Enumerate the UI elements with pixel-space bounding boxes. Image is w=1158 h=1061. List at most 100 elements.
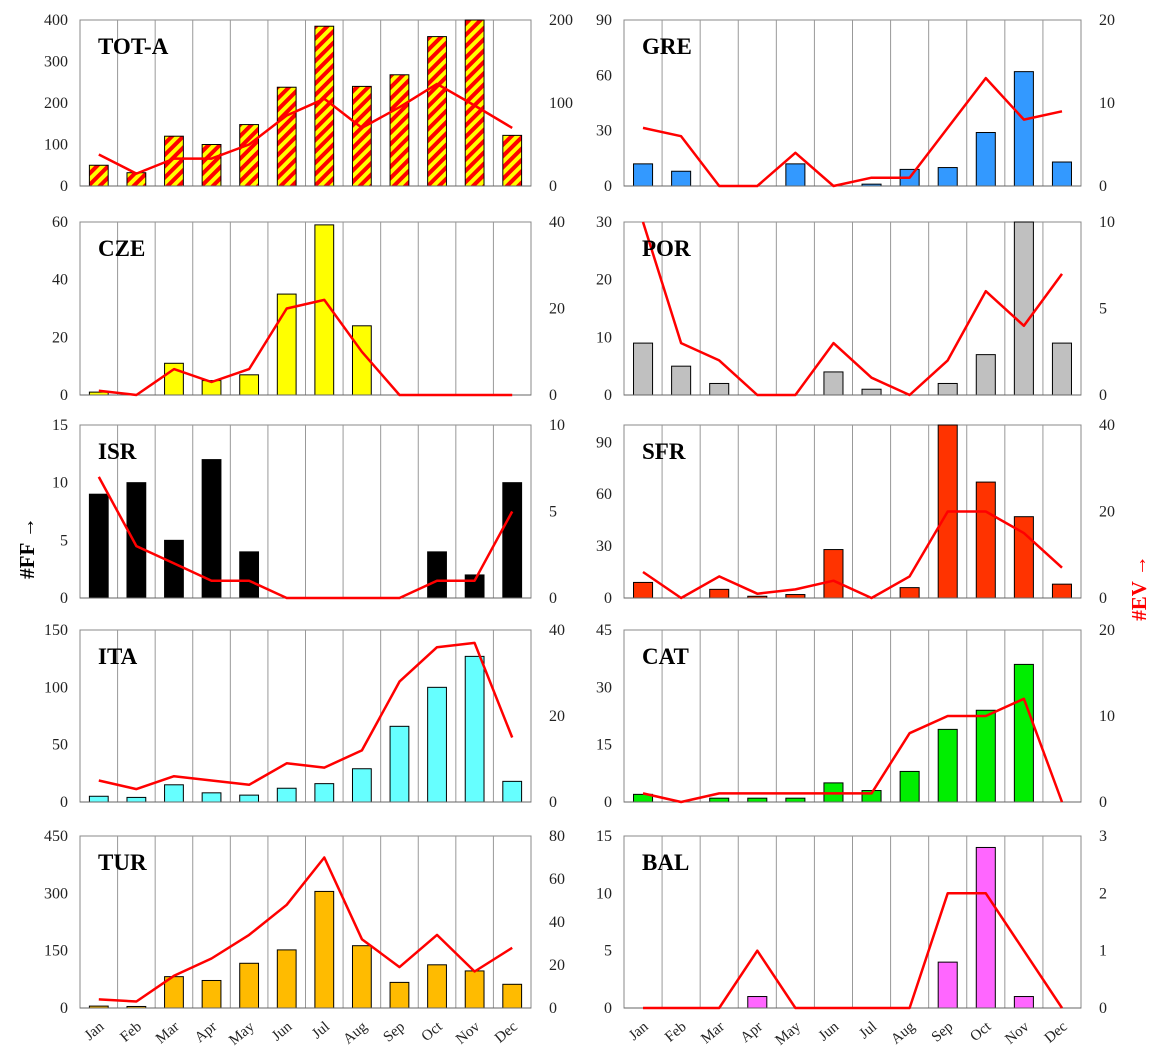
month-tick-label: Jul (309, 1019, 333, 1043)
panel-title: GRE (642, 34, 692, 59)
panel-title: TOT-A (98, 34, 169, 59)
month-tick-label: Feb (662, 1019, 690, 1046)
bar-dec (502, 482, 523, 599)
right-tick-label: 10 (1099, 214, 1115, 231)
chart-panel-bal: 0 5 10 15 0 1 2 3 BAL Jan Feb Mar Apr May Jun Jul Aug Sep… (596, 828, 1107, 1049)
left-tick-label: 450 (44, 828, 68, 845)
event-count-line (98, 856, 513, 1003)
bar-jan (88, 795, 109, 803)
month-tick-label: Jul (856, 1019, 880, 1043)
left-tick-label: 0 (604, 794, 612, 811)
month-tick-label: Feb (117, 1019, 145, 1046)
month-tick-label: Jan (82, 1018, 108, 1043)
right-tick-label: 20 (1099, 504, 1115, 521)
bar-may (785, 163, 806, 187)
right-tick-label: 100 (549, 95, 573, 112)
bar-sep (937, 728, 958, 803)
left-tick-label: 0 (604, 178, 612, 195)
month-tick-label: Apr (738, 1019, 766, 1046)
event-count-line (98, 298, 513, 397)
chart-panel-sfr: 0 30 60 90 0 20 40 SFR (596, 417, 1115, 607)
bar-jun (276, 949, 297, 1009)
right-tick-label: 200 (549, 12, 573, 29)
bar-may (239, 374, 260, 396)
panel-title: TUR (98, 850, 147, 875)
right-tick-label: 40 (549, 914, 565, 931)
bar-oct (427, 551, 447, 599)
month-tick-label: Mar (698, 1019, 727, 1047)
bar-may (239, 551, 260, 599)
bar-mar (709, 382, 730, 396)
left-tick-label: 0 (60, 590, 68, 607)
bar-jul (314, 25, 335, 187)
bar-nov (1013, 996, 1034, 1009)
bar-oct (975, 709, 996, 803)
right-tick-label: 20 (549, 957, 565, 974)
left-tick-label: 60 (596, 67, 612, 84)
chart-panel-tot-a: 0 100 200 300 400 0 100 200 TOT-A (44, 12, 573, 195)
month-tick-label: Nov (1002, 1018, 1032, 1047)
left-tick-label: 40 (52, 272, 68, 289)
right-tick-label: 0 (1099, 794, 1107, 811)
chart-panel-gre: 0 30 60 90 0 10 20 GRE (596, 12, 1115, 195)
left-tick-label: 100 (44, 679, 68, 696)
bar-aug (351, 768, 372, 803)
bar-mar (709, 797, 730, 803)
event-count-line (97, 476, 514, 600)
left-tick-label: 60 (52, 214, 68, 231)
chart-panel-isr: 0 5 10 15 0 5 10 ISR (52, 417, 565, 607)
left-axis-label: #FF → (15, 517, 39, 579)
chart-panel-cze: 0 20 40 60 0 20 40 CZE (52, 214, 565, 404)
panel-title: SFR (642, 439, 686, 464)
left-tick-label: 0 (60, 178, 68, 195)
bar-dec (1051, 583, 1072, 599)
chart-panel-cat: 0 15 30 45 0 10 20 CAT (596, 622, 1115, 811)
right-tick-label: 5 (1099, 301, 1107, 318)
left-tick-label: 20 (596, 272, 612, 289)
right-tick-label: 0 (549, 387, 557, 404)
left-tick-label: 45 (596, 622, 612, 639)
right-tick-label: 0 (1099, 387, 1107, 404)
bar-feb (671, 170, 692, 187)
left-tick-label: 30 (596, 538, 612, 555)
left-tick-label: 15 (596, 737, 612, 754)
bar-jul (861, 388, 882, 396)
bar-dec (502, 780, 523, 803)
panel-title: BAL (642, 850, 689, 875)
bar-aug (899, 770, 920, 803)
month-tick-label: Dec (492, 1019, 521, 1047)
bar-may (785, 797, 806, 803)
month-tick-label: Sep (381, 1019, 409, 1046)
left-tick-label: 5 (604, 943, 612, 960)
right-tick-label: 20 (549, 708, 565, 725)
bar-sep (937, 167, 958, 187)
event-count-line (643, 892, 1064, 1010)
left-tick-label: 50 (52, 737, 68, 754)
left-tick-label: 15 (52, 417, 68, 434)
chart-panel-tur: 0 150 300 450 0 20 40 60 80 TUR Jan Feb Mar Apr May Jun… (44, 828, 565, 1049)
bar-dec (502, 983, 523, 1009)
bar-sep (389, 74, 410, 187)
right-tick-label: 0 (1099, 1000, 1107, 1017)
bar-aug (351, 85, 372, 187)
left-tick-label: 30 (596, 214, 612, 231)
left-tick-label: 60 (596, 486, 612, 503)
left-tick-label: 100 (44, 137, 68, 154)
left-tick-label: 10 (596, 329, 612, 346)
left-tick-label: 0 (60, 387, 68, 404)
bar-mar (164, 784, 184, 803)
left-tick-label: 30 (596, 123, 612, 140)
bar-jun (276, 86, 297, 187)
right-tick-label: 10 (1099, 708, 1115, 725)
right-tick-label: 0 (549, 178, 557, 195)
left-tick-label: 10 (596, 885, 612, 902)
bar-jul (314, 783, 335, 803)
left-tick-label: 300 (44, 885, 68, 902)
left-tick-label: 200 (44, 95, 68, 112)
chart-panel-por: 0 10 20 30 0 5 10 POR (596, 214, 1115, 404)
bar-sep (389, 725, 410, 803)
left-tick-label: 400 (44, 12, 68, 29)
month-tick-label: Apr (192, 1019, 220, 1046)
left-tick-label: 30 (596, 679, 612, 696)
